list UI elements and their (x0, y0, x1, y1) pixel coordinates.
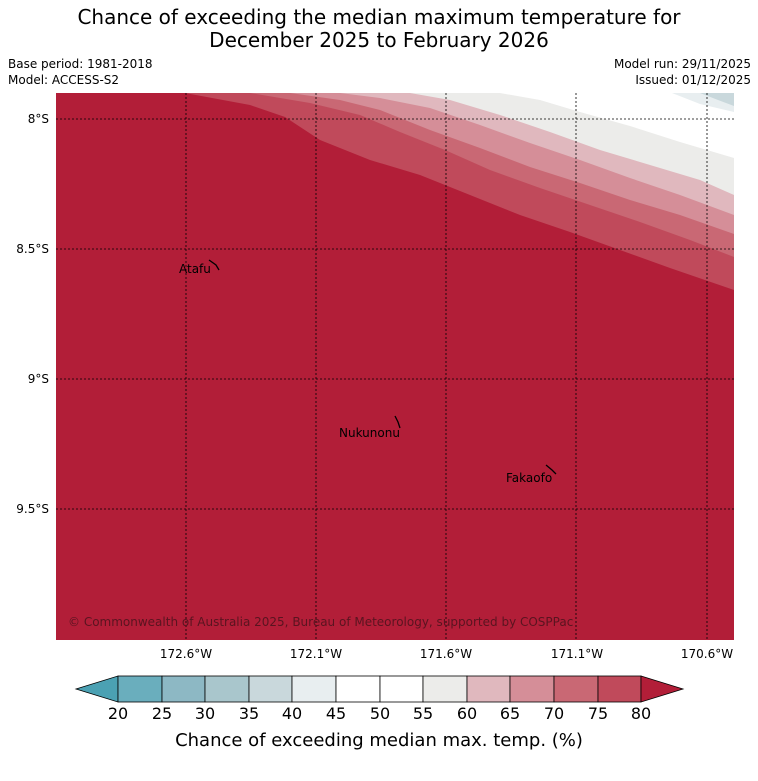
colorbar-tick: 70 (543, 704, 565, 723)
colorbar-tick: 40 (281, 704, 303, 723)
nukunonu-island (394, 415, 401, 429)
colorbar-extend-high (640, 675, 685, 703)
atafu-island (208, 259, 220, 271)
colorbar-bin-30-35 (204, 675, 250, 703)
colorbar-tick: 75 (587, 704, 609, 723)
model-run: Model run: 29/11/2025 (613, 57, 751, 71)
lon-label-171-1w: 171.1°W (550, 647, 604, 661)
colorbar-tick: 35 (238, 704, 260, 723)
colorbar (74, 675, 685, 703)
colorbar-bin-50-55 (379, 675, 424, 703)
colorbar-tick: 60 (456, 704, 478, 723)
colorbar-bin-65-70 (509, 675, 555, 703)
island-outlines (208, 259, 557, 475)
lat-label-9-5s: 9.5°S (16, 502, 49, 516)
model-name: Model: ACCESS-S2 (8, 73, 120, 87)
title-line-1: Chance of exceeding the median maximum t… (77, 5, 681, 29)
colorbar-bin-60-65 (466, 675, 511, 703)
colorbar-tick: 45 (325, 704, 347, 723)
fakaofo-island (545, 464, 557, 475)
lon-label-171-6w: 171.6°W (419, 647, 473, 661)
colorbar-bin-20-25 (117, 675, 163, 703)
colorbar-tick: 65 (499, 704, 521, 723)
base-period: Base period: 1981-2018 (8, 57, 153, 71)
colorbar-bin-40-45 (291, 675, 337, 703)
title-line-2: December 2025 to February 2026 (209, 28, 549, 52)
colorbar-tick: 55 (412, 704, 434, 723)
colorbar-extend-low (74, 675, 119, 703)
band-35-40 (700, 93, 734, 106)
lat-label-8s: 8°S (27, 112, 49, 126)
colorbar-tick: 80 (630, 704, 652, 723)
colorbar-label: Chance of exceeding median max. temp. (%… (175, 730, 583, 751)
colorbar-tick: 50 (369, 704, 391, 723)
place-label-fakaofo: Fakaofo (506, 471, 552, 485)
colorbar-tick: 25 (151, 704, 173, 723)
colorbar-tick: 20 (107, 704, 129, 723)
colorbar-bin-70-75 (553, 675, 599, 703)
place-label-nukunonu: Nukunonu (339, 426, 400, 440)
colorbar-bin-55-60 (422, 675, 468, 703)
colorbar-bin-35-40 (248, 675, 293, 703)
lon-label-170-6w: 170.6°W (680, 647, 734, 661)
copyright-notice: © Commonwealth of Australia 2025, Bureau… (68, 615, 573, 629)
lat-label-9s: 9°S (27, 372, 49, 386)
issued-date: Issued: 01/12/2025 (635, 73, 751, 87)
lat-label-8-5s: 8.5°S (16, 242, 49, 256)
lon-label-172-6w: 172.6°W (159, 647, 213, 661)
colorbar-bin-25-30 (161, 675, 206, 703)
colorbar-tick: 30 (194, 704, 216, 723)
lon-label-172-1w: 172.1°W (289, 647, 343, 661)
graticule (56, 93, 734, 640)
place-label-atafu: Atafu (179, 262, 211, 276)
probability-field (56, 93, 734, 640)
colorbar-bin-45-50 (335, 675, 381, 703)
colorbar-bin-75-80 (597, 675, 642, 703)
